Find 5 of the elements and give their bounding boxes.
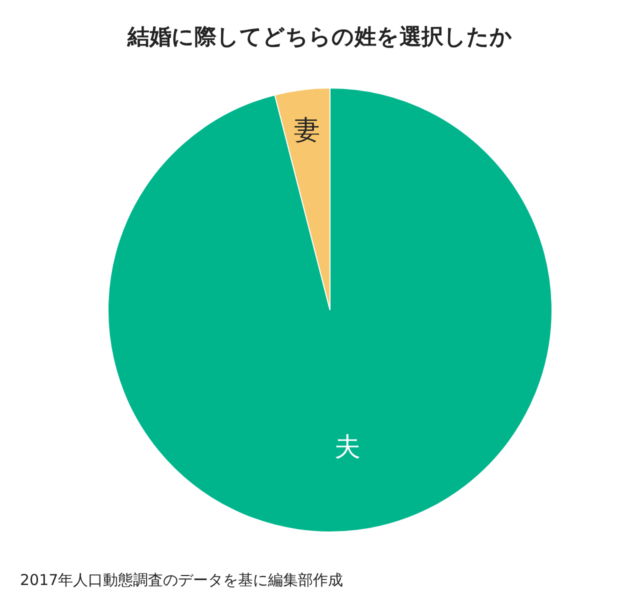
text: 2017年人口動態調査のデータを基に編集部作成 <box>20 571 344 589</box>
chart-title: 結婚に際してどちらの姓を選択したか <box>126 25 512 50</box>
slice-label: 妻 <box>294 115 320 146</box>
slice-label: 夫 <box>334 432 360 463</box>
pie-slice <box>108 88 552 532</box>
